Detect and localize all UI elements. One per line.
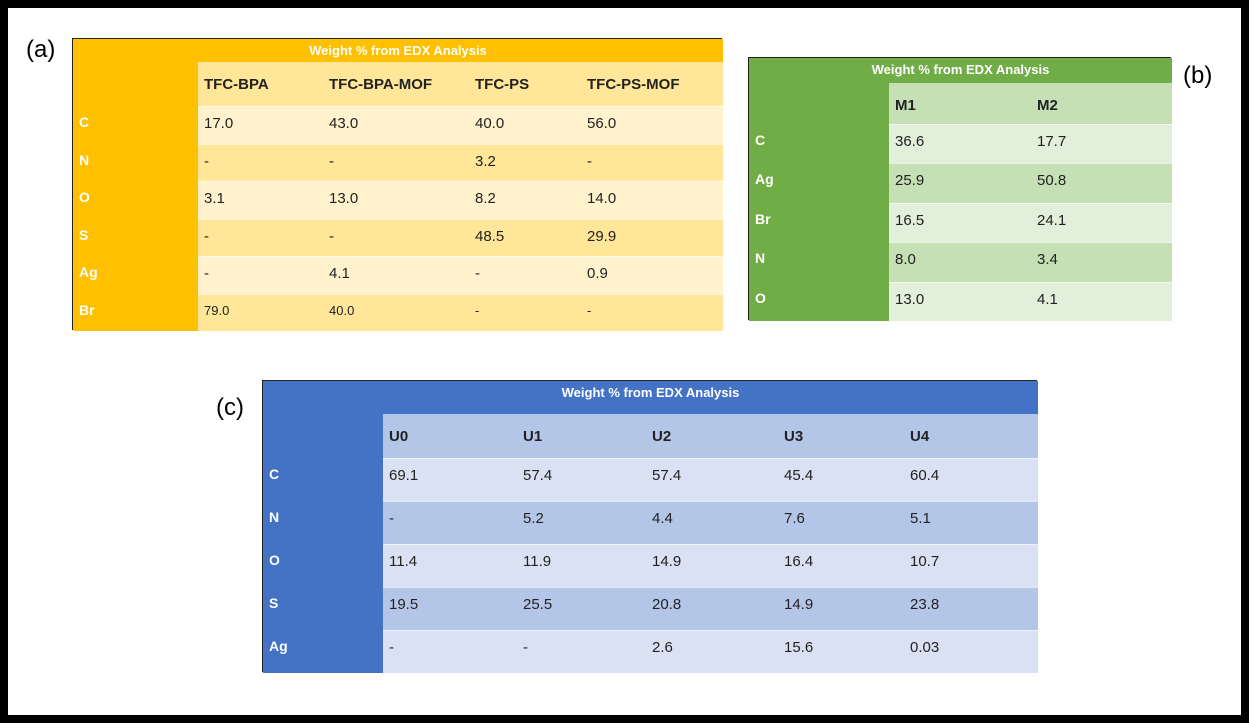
- row-label: S: [73, 218, 198, 256]
- table-cell: -: [198, 218, 323, 256]
- table-cell: 25.9: [889, 163, 1031, 203]
- table-cell: 8.0: [889, 242, 1031, 282]
- row-label: C: [73, 106, 198, 144]
- row-label: S: [263, 587, 383, 630]
- row-label: O: [263, 544, 383, 587]
- row-label: O: [749, 281, 889, 321]
- table-cell: 45.4: [778, 458, 904, 501]
- table-cell: 24.1: [1031, 202, 1172, 243]
- table-cell: 3.1: [198, 181, 323, 219]
- table-cell: 16.5: [889, 202, 1031, 243]
- table-cell: 0.03: [904, 630, 1038, 673]
- column-header: M1: [889, 83, 1031, 124]
- row-label: Br: [749, 202, 889, 243]
- column-header: U3: [778, 414, 904, 458]
- table-cell: 13.0: [889, 281, 1031, 321]
- column-header: TFC-PS: [469, 62, 581, 106]
- table-cell: 5.1: [904, 501, 1038, 544]
- row-label: O: [73, 181, 198, 219]
- panel-label: (b): [1183, 62, 1213, 89]
- panel-label: (a): [26, 36, 56, 63]
- table-cell: 43.0: [323, 106, 469, 144]
- table-cell: -: [198, 256, 323, 294]
- table-cell: 14.0: [581, 181, 723, 219]
- table-cell: -: [383, 630, 517, 673]
- table-cell: -: [323, 143, 469, 181]
- table-cell: 4.1: [1031, 281, 1172, 321]
- table-cell: 7.6: [778, 501, 904, 544]
- column-header: U4: [904, 414, 1038, 458]
- table-cell: 69.1: [383, 458, 517, 501]
- table-title: Weight % from EDX Analysis: [263, 381, 1038, 414]
- table-cell: 3.4: [1031, 242, 1172, 282]
- panel-label: (c): [216, 394, 244, 421]
- row-label: N: [73, 143, 198, 181]
- table: Weight % from EDX Analysis U0 U1 U2 U3 U4 C 69.…: [262, 380, 1038, 673]
- row-label: Br: [73, 293, 198, 331]
- table-cell: 79.0: [198, 293, 323, 331]
- table-cell: 57.4: [646, 458, 778, 501]
- row-label: C: [263, 458, 383, 501]
- column-header: TFC-BPA: [198, 62, 323, 106]
- column-header: M2: [1031, 83, 1172, 124]
- table-cell: 13.0: [323, 181, 469, 219]
- column-header: TFC-PS-MOF: [581, 62, 723, 106]
- table-cell: 15.6: [778, 630, 904, 673]
- table-cell: 14.9: [646, 544, 778, 587]
- table-cell: 5.2: [517, 501, 646, 544]
- table-cell: 25.5: [517, 587, 646, 630]
- table-cell: 10.7: [904, 544, 1038, 587]
- table-cell: 11.4: [383, 544, 517, 587]
- column-header: TFC-BPA-MOF: [323, 62, 469, 106]
- column-header: U0: [383, 414, 517, 458]
- row-label: C: [749, 124, 889, 164]
- table-cell: -: [469, 293, 581, 331]
- table-title: Weight % from EDX Analysis: [749, 58, 1172, 83]
- table-cell: 17.7: [1031, 124, 1172, 164]
- table-cell: 0.9: [581, 256, 723, 294]
- table-cell: 2.6: [646, 630, 778, 673]
- table-cell: 36.6: [889, 124, 1031, 164]
- row-label: Ag: [263, 630, 383, 673]
- row-label: N: [263, 501, 383, 544]
- table-cell: 57.4: [517, 458, 646, 501]
- table-cell: 14.9: [778, 587, 904, 630]
- table-cell: 19.5: [383, 587, 517, 630]
- row-label: N: [749, 242, 889, 282]
- table-cell: -: [581, 293, 723, 331]
- table-cell: 17.0: [198, 106, 323, 144]
- table-cell: 20.8: [646, 587, 778, 630]
- table-cell: 11.9: [517, 544, 646, 587]
- table-cell: -: [469, 256, 581, 294]
- table-cell: -: [383, 501, 517, 544]
- table-cell: 23.8: [904, 587, 1038, 630]
- table-cell: 40.0: [323, 293, 469, 331]
- table-cell: 4.4: [646, 501, 778, 544]
- row-label: Ag: [749, 163, 889, 203]
- table-cell: 3.2: [469, 143, 581, 181]
- table-cell: 40.0: [469, 106, 581, 144]
- table-cell: 16.4: [778, 544, 904, 587]
- table-cell: 29.9: [581, 218, 723, 256]
- table-cell: 50.8: [1031, 163, 1172, 203]
- column-header: U1: [517, 414, 646, 458]
- table-cell: 4.1: [323, 256, 469, 294]
- column-header: U2: [646, 414, 778, 458]
- table: Weight % from EDX Analysis TFC-BPA TFC-BPA…: [72, 38, 723, 331]
- table-cell: -: [517, 630, 646, 673]
- table-title: Weight % from EDX Analysis: [73, 39, 723, 62]
- table-cell: 8.2: [469, 181, 581, 219]
- row-label: Ag: [73, 256, 198, 294]
- table-cell: -: [581, 143, 723, 181]
- table-cell: 60.4: [904, 458, 1038, 501]
- table: Weight % from EDX Analysis M1 M2 C 36.6 17.7 A…: [748, 57, 1172, 321]
- table-cell: 56.0: [581, 106, 723, 144]
- table-cell: -: [198, 143, 323, 181]
- table-cell: 48.5: [469, 218, 581, 256]
- table-cell: -: [323, 218, 469, 256]
